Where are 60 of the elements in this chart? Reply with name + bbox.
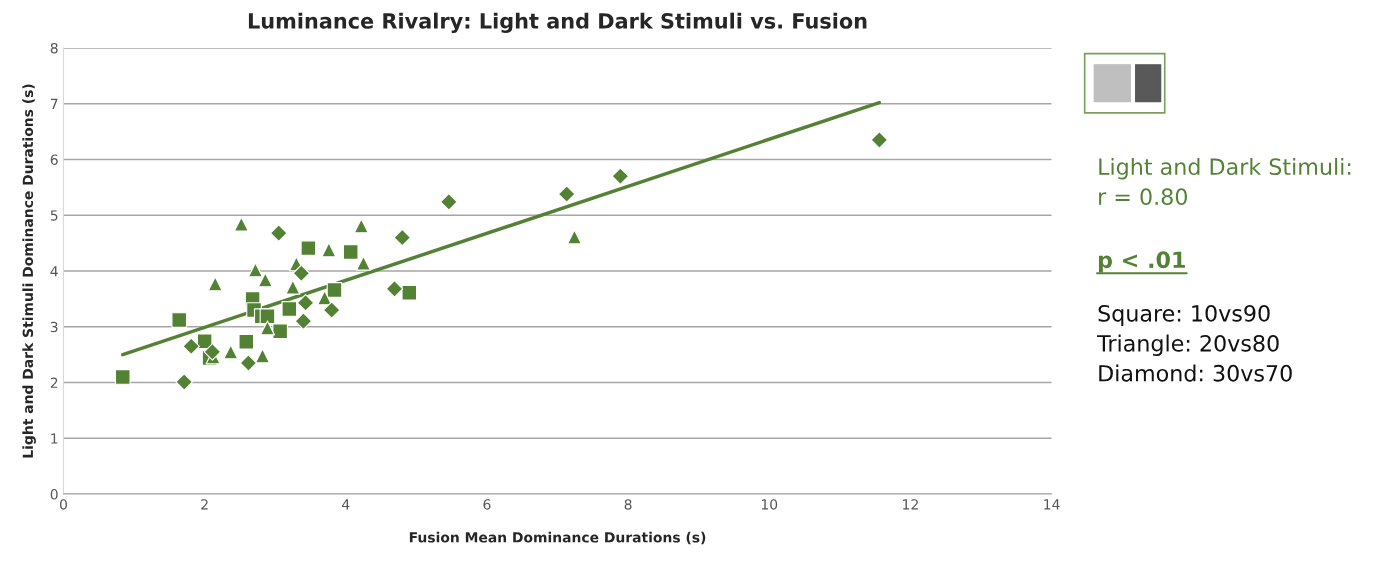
y-tick-label: 6 (50, 154, 58, 165)
point (259, 308, 276, 325)
point (292, 264, 311, 283)
point (557, 185, 576, 203)
point (239, 354, 258, 372)
point (238, 333, 255, 350)
y-tick-label: 3 (50, 321, 58, 333)
point (401, 284, 418, 301)
text: Light and Dark Stimuli: r = 0.80 (1099, 157, 1351, 206)
point (566, 229, 582, 245)
y-tick-label: 4 (50, 266, 58, 277)
text: Square: 10vs90 Triangle: 20vs80 Diamond: 30vs70 (1097, 304, 1292, 382)
point (296, 294, 315, 312)
point (269, 224, 288, 242)
chart-title: Luminance Rivalry: Light and Dark Stimuli vs. Fusion (248, 12, 867, 33)
point (322, 301, 341, 319)
point (247, 262, 263, 278)
x-tick-label: 2 (201, 499, 208, 510)
point (259, 320, 275, 336)
point (203, 343, 222, 361)
y-tick-label: 7 (50, 98, 58, 109)
point (326, 282, 343, 298)
point (255, 348, 271, 364)
text: p < .01 (1098, 251, 1185, 273)
point (342, 244, 359, 260)
point (207, 276, 223, 292)
point (870, 131, 889, 149)
point (182, 337, 200, 356)
x-tick-label: 0 (59, 499, 67, 510)
point (355, 255, 371, 271)
y-tick-label: 1 (51, 433, 58, 444)
x-tick-label: 14 (1044, 499, 1060, 510)
point (321, 242, 337, 258)
y-tick-label: 5 (50, 210, 58, 221)
point (294, 312, 313, 330)
x-tick-label: 12 (903, 499, 918, 510)
x-tick-label: 10 (761, 499, 778, 510)
point (440, 193, 458, 211)
point (281, 301, 298, 317)
point (393, 228, 412, 247)
point (171, 312, 188, 328)
y-tick-label: 8 (50, 42, 58, 54)
point (223, 344, 239, 360)
x-tick-label: 8 (624, 499, 632, 510)
point (114, 369, 131, 385)
x-tick-label: 4 (342, 499, 350, 510)
point (285, 279, 301, 295)
x-axis-title: Fusion Mean Dominance Durations (s) (409, 531, 706, 545)
point (300, 240, 317, 256)
point (175, 373, 193, 391)
point (611, 167, 630, 185)
x-tick-label: 6 (483, 499, 491, 510)
point (257, 272, 273, 288)
y-axis-title: Light and Dark Stimuli Dominance Durations (s) (22, 84, 36, 458)
point (353, 218, 369, 234)
y-tick-label: 0 (50, 489, 58, 500)
y-tick-label: 2 (50, 377, 58, 388)
point (233, 216, 249, 232)
point (272, 323, 288, 340)
point (385, 280, 404, 298)
